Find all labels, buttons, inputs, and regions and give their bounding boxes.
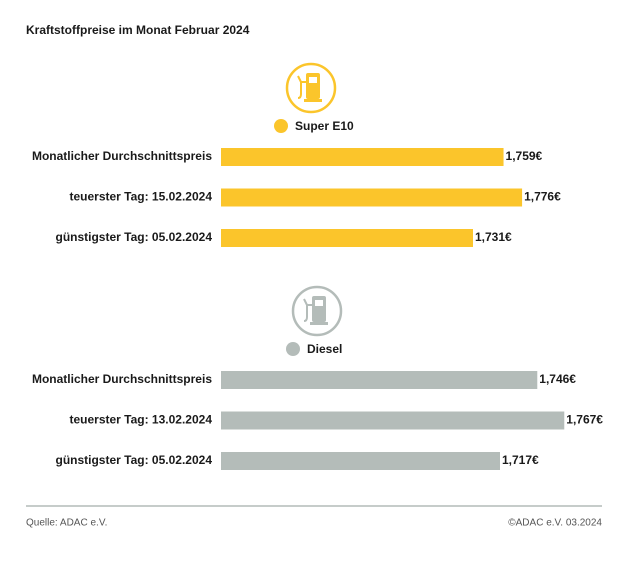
category-label: günstigster Tag: 05.02.2024 (55, 453, 212, 467)
fuel-icon (291, 285, 343, 337)
value-label: 1,731€ (475, 230, 512, 244)
category-label: Monatlicher Durchschnittspreis (32, 149, 212, 163)
bar (221, 452, 500, 470)
copyright: ©ADAC e.V. 03.2024 (508, 518, 602, 529)
category-label: teuerster Tag: 13.02.2024 (69, 413, 212, 427)
bar (221, 188, 523, 207)
category-label: Monatlicher Durchschnittspreis (32, 372, 212, 386)
legend-label: Diesel (307, 342, 342, 356)
fuel-icon (285, 62, 337, 114)
legend-label: Super E10 (295, 119, 354, 133)
bar (221, 229, 473, 247)
bar (221, 411, 565, 430)
bar (221, 148, 504, 166)
bar (221, 371, 538, 389)
value-label: 1,767€ (566, 413, 603, 427)
source: Quelle: ADAC e.V. (26, 518, 107, 529)
legend-swatch (286, 342, 300, 356)
chart-title: Kraftstoffpreise im Monat Februar 2024 (26, 23, 250, 37)
legend-swatch (274, 119, 288, 133)
value-label: 1,746€ (539, 372, 576, 386)
value-label: 1,776€ (524, 190, 561, 204)
category-label: günstigster Tag: 05.02.2024 (55, 230, 212, 244)
value-label: 1,759€ (506, 149, 543, 163)
value-label: 1,717€ (502, 453, 539, 467)
category-label: teuerster Tag: 15.02.2024 (69, 190, 212, 204)
